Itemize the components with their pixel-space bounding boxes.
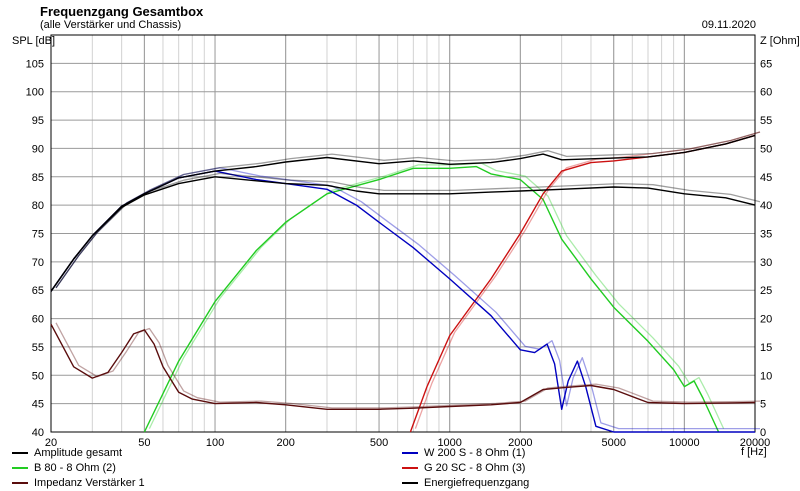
legend-swatch xyxy=(402,452,418,454)
series-line-b80 xyxy=(143,165,720,433)
y-tick-label-left: 50 xyxy=(32,370,44,382)
legend-label: Amplitude gesamt xyxy=(34,447,123,459)
series-line-energy-shadow xyxy=(55,172,761,289)
y-tick-label-right: 10 xyxy=(760,370,772,382)
y-tick-label-left: 60 xyxy=(32,314,44,326)
legend-swatch xyxy=(402,482,418,484)
series-line-b80-shadow xyxy=(148,162,725,429)
legend-item-energy: Energiefrequenzgang xyxy=(402,477,529,489)
legend-label: Energiefrequenzgang xyxy=(424,477,530,489)
plot-frame xyxy=(50,34,756,433)
y-tick-label-right: 40 xyxy=(760,200,772,212)
y-tick-label-right: 60 xyxy=(760,87,772,99)
legend-item-w200: W 200 S - 8 Ohm (1) xyxy=(402,447,525,459)
y-tick-label-left: 70 xyxy=(32,257,44,269)
y-tick-label-right: 35 xyxy=(760,229,772,241)
y-tick-label-right: 5 xyxy=(760,399,766,411)
x-tick-label: 1000 xyxy=(437,437,461,449)
series-line-amplitude-shadow xyxy=(55,131,761,289)
series-line-impedance xyxy=(50,323,756,410)
y-tick-label-left: 100 xyxy=(26,87,44,99)
y-tick-label-right: 20 xyxy=(760,314,772,326)
x-tick-label: 10000 xyxy=(669,437,700,449)
legend-item-g20: G 20 SC - 8 Ohm (3) xyxy=(402,462,525,474)
legend-label: G 20 SC - 8 Ohm (3) xyxy=(424,462,526,474)
x-tick-label: 100 xyxy=(206,437,224,449)
y-tick-label-left: 95 xyxy=(32,115,44,127)
series-line-energy xyxy=(50,176,756,292)
y-tick-label-right: 15 xyxy=(760,342,772,354)
y-tick-label-right: 0 xyxy=(760,427,766,439)
chart-title: Frequenzgang Gesamtbox xyxy=(40,4,204,19)
legend-swatch xyxy=(12,452,28,454)
x-tick-label: 200 xyxy=(276,437,294,449)
y-tick-label-left: 85 xyxy=(32,172,44,184)
series-line-w200-shadow xyxy=(55,167,760,430)
y-tick-label-left: 80 xyxy=(32,200,44,212)
legend-item-impedance: Impedanz Verstärker 1 xyxy=(12,477,145,489)
y-tick-label-right: 25 xyxy=(760,285,772,297)
x-tick-label: 20 xyxy=(45,437,57,449)
legend-label: B 80 - 8 Ohm (2) xyxy=(34,462,116,474)
y-tick-label-left: 40 xyxy=(32,427,44,439)
chart-subtitle: (alle Verstärker und Chassis) xyxy=(40,19,182,31)
series-line-impedance-shadow xyxy=(55,322,761,409)
y-tick-label-right: 45 xyxy=(760,172,772,184)
x-tick-label: 20000 xyxy=(740,437,771,449)
x-tick-label: 2000 xyxy=(508,437,532,449)
legend-swatch xyxy=(12,482,28,484)
y-tick-label-left: 45 xyxy=(32,399,44,411)
y-tick-label-right: 55 xyxy=(760,115,772,127)
y-tick-label-left: 75 xyxy=(32,229,44,241)
y-tick-label-right: 30 xyxy=(760,257,772,269)
x-tick-label: 50 xyxy=(138,437,150,449)
y-tick-label-right: 65 xyxy=(760,58,772,70)
legend-swatch xyxy=(402,467,418,469)
y-tick-label-left: 55 xyxy=(32,342,44,354)
y-tick-label-left: 90 xyxy=(32,143,44,155)
series-line-g20-shadow xyxy=(414,131,761,429)
right-axis-label: Z [Ohm] xyxy=(760,35,800,47)
series-line-g20 xyxy=(409,134,756,433)
x-tick-label: 500 xyxy=(370,437,388,449)
y-tick-label-left: 105 xyxy=(26,58,44,70)
x-axis-label: f [Hz] xyxy=(741,446,767,458)
chart-date: 09.11.2020 xyxy=(701,19,756,31)
legend-item-b80: B 80 - 8 Ohm (2) xyxy=(12,462,116,474)
x-tick-label: 5000 xyxy=(601,437,625,449)
legend-item-amplitude: Amplitude gesamt xyxy=(12,447,122,459)
series-line-w200 xyxy=(50,170,755,433)
series-line-amplitude xyxy=(50,134,756,292)
y-tick-label-left: 65 xyxy=(32,285,44,297)
left-axis-label: SPL [dB] xyxy=(12,35,56,47)
legend-label: W 200 S - 8 Ohm (1) xyxy=(424,447,526,459)
y-tick-label-right: 50 xyxy=(760,143,772,155)
legend-label: Impedanz Verstärker 1 xyxy=(34,477,145,489)
legend-swatch xyxy=(12,467,28,469)
